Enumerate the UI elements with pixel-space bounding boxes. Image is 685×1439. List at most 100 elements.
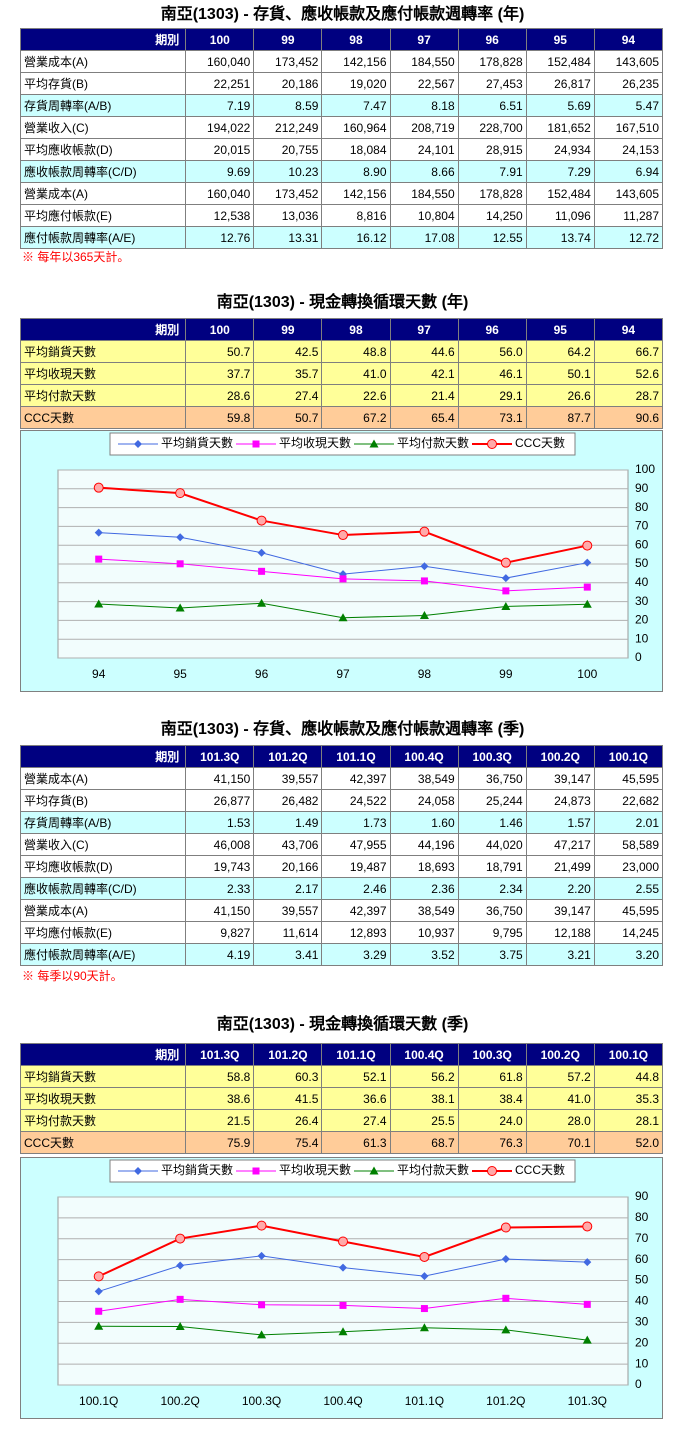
table-row: 存貨周轉率(A/B) 7.19 8.59 7.47 8.18 6.51 5.69 5.47 — [19, 94, 664, 117]
cell: 36,750 — [457, 899, 527, 922]
y-tick-label: 0 — [635, 1377, 642, 1391]
cell: 22,251 — [185, 72, 255, 95]
cell: 8,816 — [321, 204, 391, 227]
cell: 7.91 — [457, 160, 527, 183]
cell: 20,166 — [253, 855, 323, 878]
marker — [502, 587, 510, 595]
cell: 13.74 — [525, 226, 595, 249]
legend-marker — [134, 440, 142, 448]
x-tick-label: 97 — [336, 667, 350, 681]
row-label: 平均銷貨天數 — [19, 340, 187, 363]
cell: 25,244 — [457, 789, 527, 812]
cell: 23,000 — [593, 855, 664, 878]
cell: 38,549 — [389, 767, 459, 790]
y-tick-label: 80 — [635, 500, 649, 514]
table-row: 平均收現天數 38.6 41.5 36.6 38.1 38.4 41.0 35.3 — [19, 1087, 664, 1110]
cell: 28,915 — [457, 138, 527, 161]
cell: 8.66 — [389, 160, 459, 183]
marker — [583, 1300, 591, 1308]
cell: 58,589 — [593, 833, 664, 856]
cell: 46,008 — [185, 833, 255, 856]
data-table: 期別 101.3Q 101.2Q 101.1Q 100.4Q 100.3Q 100.2Q 10… — [19, 745, 664, 966]
cell: 2.55 — [593, 877, 664, 900]
cell: 12,188 — [525, 921, 595, 944]
cell: 20,186 — [253, 72, 323, 95]
cell: 9,795 — [457, 921, 527, 944]
row-label: 平均收現天數 — [19, 362, 187, 385]
marker — [582, 1335, 592, 1344]
marker — [420, 1272, 429, 1281]
header-cell: 97 — [389, 318, 459, 341]
cell: 184,550 — [389, 182, 459, 205]
marker — [582, 599, 592, 608]
y-tick-label: 60 — [635, 537, 649, 551]
y-tick-label: 70 — [635, 519, 649, 533]
table-row: CCC天數 75.9 75.4 61.3 68.7 76.3 70.1 52.0 — [19, 1131, 664, 1154]
marker — [256, 515, 267, 526]
cell: 2.34 — [457, 877, 527, 900]
cell: 152,484 — [525, 50, 595, 73]
marker — [176, 1295, 184, 1303]
cell: 50.7 — [253, 406, 323, 429]
legend-marker — [134, 1167, 142, 1175]
marker — [338, 530, 348, 541]
cell: 11,614 — [253, 921, 323, 944]
x-tick-label: 96 — [255, 667, 269, 681]
marker — [176, 1261, 185, 1270]
cell: 41.0 — [525, 1087, 595, 1110]
marker — [94, 528, 103, 537]
header-cell: 97 — [389, 28, 459, 51]
cell: 26,235 — [593, 72, 664, 95]
marker — [258, 567, 266, 575]
cell: 12.55 — [457, 226, 527, 249]
y-tick-label: 20 — [635, 1335, 649, 1349]
y-tick-label: 40 — [635, 1294, 649, 1308]
header-cell: 101.1Q — [321, 1043, 391, 1066]
table-row: 平均存貨(B) 26,877 26,482 24,522 24,058 25,244 24,… — [19, 789, 664, 812]
cell: 67.2 — [321, 406, 391, 429]
marker — [256, 1220, 267, 1231]
cell: 8.90 — [321, 160, 391, 183]
cell: 68.7 — [389, 1131, 459, 1154]
cell: 184,550 — [389, 50, 459, 73]
header-cell: 100 — [185, 318, 255, 341]
row-label: 營業成本(A) — [19, 767, 187, 790]
x-tick-label: 101.3Q — [568, 1394, 607, 1408]
cell: 12,893 — [321, 921, 391, 944]
header-cell: 94 — [593, 318, 664, 341]
marker — [502, 1294, 510, 1302]
cell: 90.6 — [593, 406, 664, 429]
cell: 26,877 — [185, 789, 255, 812]
legend-marker — [369, 1166, 379, 1175]
cell: 143,605 — [593, 182, 664, 205]
marker — [501, 601, 511, 610]
legend-label: 平均銷貨天數 — [161, 1162, 233, 1177]
cell: 12,538 — [185, 204, 255, 227]
cell: 1.46 — [457, 811, 527, 834]
cell: 52.0 — [593, 1131, 664, 1154]
cell: 2.01 — [593, 811, 664, 834]
cell: 19,487 — [321, 855, 391, 878]
cell: 38.1 — [389, 1087, 459, 1110]
cell: 17.08 — [389, 226, 459, 249]
header-cell: 99 — [253, 28, 323, 51]
marker — [93, 482, 104, 493]
header-cell: 100.4Q — [389, 745, 459, 768]
header-cell: 100.1Q — [593, 745, 664, 768]
header-cell: 101.3Q — [185, 1043, 255, 1066]
x-tick-label: 94 — [92, 667, 106, 681]
cell: 22,682 — [593, 789, 664, 812]
table-row: 平均應收帳款(D) 20,015 20,755 18,084 24,101 28,915 2… — [19, 138, 664, 161]
header-cell: 期別 — [19, 318, 187, 341]
cell: 38.4 — [457, 1087, 527, 1110]
x-tick-label: 100 — [577, 667, 597, 681]
marker — [501, 1255, 510, 1264]
legend-label: 平均付款天數 — [397, 436, 469, 450]
table-row: CCC天數 59.8 50.7 67.2 65.4 73.1 87.7 90.6 — [19, 406, 664, 429]
table-row: 應付帳款周轉率(A/E) 4.19 3.41 3.29 3.52 3.75 3.21 3.20 — [19, 943, 664, 966]
marker — [583, 583, 591, 591]
row-label: 應付帳款周轉率(A/E) — [19, 226, 187, 249]
cell: 4.19 — [185, 943, 255, 966]
cell: 10.23 — [253, 160, 323, 183]
row-label: 平均應付帳款(E) — [19, 921, 187, 944]
